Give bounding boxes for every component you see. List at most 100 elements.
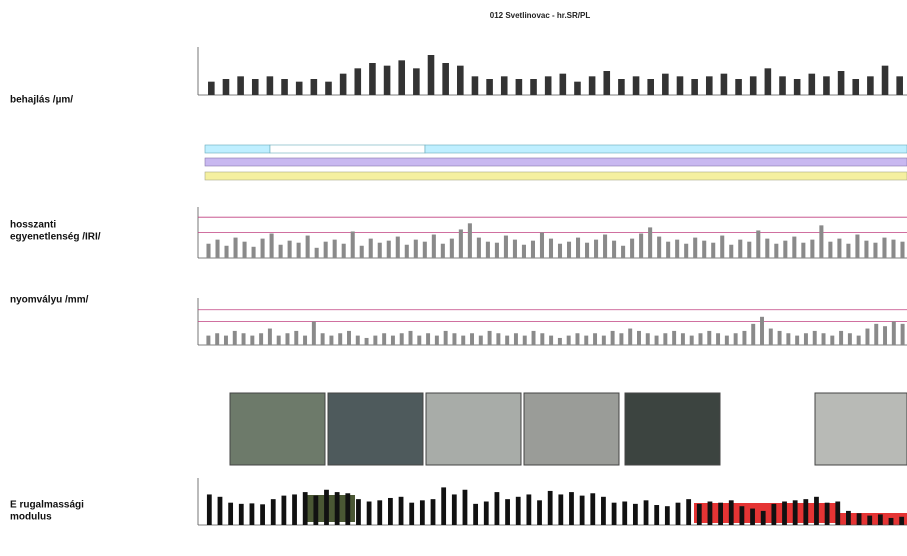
bar bbox=[567, 336, 571, 345]
bar bbox=[628, 329, 632, 345]
bar bbox=[783, 241, 787, 258]
bar bbox=[373, 336, 377, 345]
bar bbox=[699, 333, 703, 345]
bar bbox=[329, 336, 333, 345]
bar bbox=[585, 243, 589, 258]
bar bbox=[340, 74, 347, 95]
bar bbox=[239, 504, 244, 525]
bar bbox=[675, 240, 679, 258]
bar bbox=[540, 333, 544, 345]
row-label: hosszanti bbox=[10, 220, 56, 231]
bar bbox=[756, 230, 760, 258]
bar bbox=[234, 238, 238, 258]
bar bbox=[619, 333, 623, 345]
bar bbox=[558, 338, 562, 345]
bar bbox=[867, 76, 874, 95]
bar bbox=[324, 242, 328, 258]
bar bbox=[347, 331, 351, 345]
bar bbox=[277, 336, 281, 345]
bar bbox=[639, 234, 643, 258]
bar bbox=[760, 317, 764, 345]
bar bbox=[461, 336, 465, 345]
bar bbox=[611, 331, 615, 345]
bar bbox=[795, 336, 799, 345]
bar bbox=[892, 322, 896, 346]
bar bbox=[718, 503, 723, 525]
bar bbox=[208, 82, 215, 95]
bar bbox=[472, 76, 479, 95]
row-label: egyenetlenség /IRI/ bbox=[10, 232, 101, 243]
bar bbox=[622, 502, 627, 526]
bar bbox=[633, 504, 638, 525]
bar bbox=[774, 244, 778, 258]
bar bbox=[215, 333, 219, 345]
bar bbox=[495, 243, 499, 258]
bar bbox=[896, 76, 903, 95]
bar bbox=[594, 240, 598, 258]
bar bbox=[765, 68, 772, 95]
bar bbox=[345, 493, 350, 525]
bar bbox=[576, 238, 580, 258]
bar bbox=[567, 242, 571, 258]
bar bbox=[711, 243, 715, 258]
bar bbox=[742, 331, 746, 345]
bar bbox=[325, 82, 332, 95]
bar bbox=[369, 63, 376, 95]
bar bbox=[814, 497, 819, 525]
bar bbox=[486, 242, 490, 258]
bar bbox=[206, 336, 210, 345]
bar bbox=[267, 76, 274, 95]
bar bbox=[470, 333, 474, 345]
bar bbox=[333, 240, 337, 258]
bar bbox=[721, 74, 728, 95]
bar bbox=[603, 71, 610, 95]
bar bbox=[369, 239, 373, 258]
bar bbox=[505, 499, 510, 525]
bar bbox=[242, 333, 246, 345]
bar bbox=[414, 240, 418, 258]
bar bbox=[560, 74, 567, 95]
bar bbox=[294, 331, 298, 345]
section-bands bbox=[205, 145, 907, 180]
bar bbox=[409, 331, 413, 345]
bar bbox=[630, 239, 634, 258]
bar bbox=[793, 500, 798, 525]
bar bbox=[450, 239, 454, 258]
bar bbox=[878, 514, 883, 525]
bar bbox=[225, 246, 229, 258]
bar bbox=[612, 503, 617, 525]
bar bbox=[417, 336, 421, 345]
bar bbox=[828, 242, 832, 258]
bar bbox=[716, 333, 720, 345]
bar bbox=[644, 500, 649, 525]
bar bbox=[864, 241, 868, 258]
bar bbox=[589, 76, 596, 95]
bar bbox=[575, 333, 579, 345]
bar bbox=[495, 492, 500, 525]
bar bbox=[459, 229, 463, 258]
bar bbox=[697, 504, 702, 525]
bar bbox=[769, 329, 773, 345]
bar bbox=[676, 503, 681, 525]
bar bbox=[387, 241, 391, 258]
bar bbox=[684, 244, 688, 258]
bar bbox=[479, 336, 483, 345]
bar bbox=[303, 336, 307, 345]
bar bbox=[899, 517, 904, 525]
bar bbox=[252, 79, 259, 95]
bar bbox=[501, 76, 508, 95]
bar bbox=[855, 235, 859, 258]
bar bbox=[782, 502, 787, 526]
bar bbox=[444, 331, 448, 345]
bar bbox=[531, 241, 535, 258]
bar bbox=[237, 76, 244, 95]
bar bbox=[810, 240, 814, 258]
bar bbox=[324, 490, 329, 525]
bar bbox=[428, 55, 435, 95]
bar bbox=[593, 333, 597, 345]
bar bbox=[601, 497, 606, 525]
bar bbox=[691, 79, 698, 95]
bar bbox=[405, 245, 409, 258]
bar bbox=[351, 231, 355, 258]
bar bbox=[848, 333, 852, 345]
